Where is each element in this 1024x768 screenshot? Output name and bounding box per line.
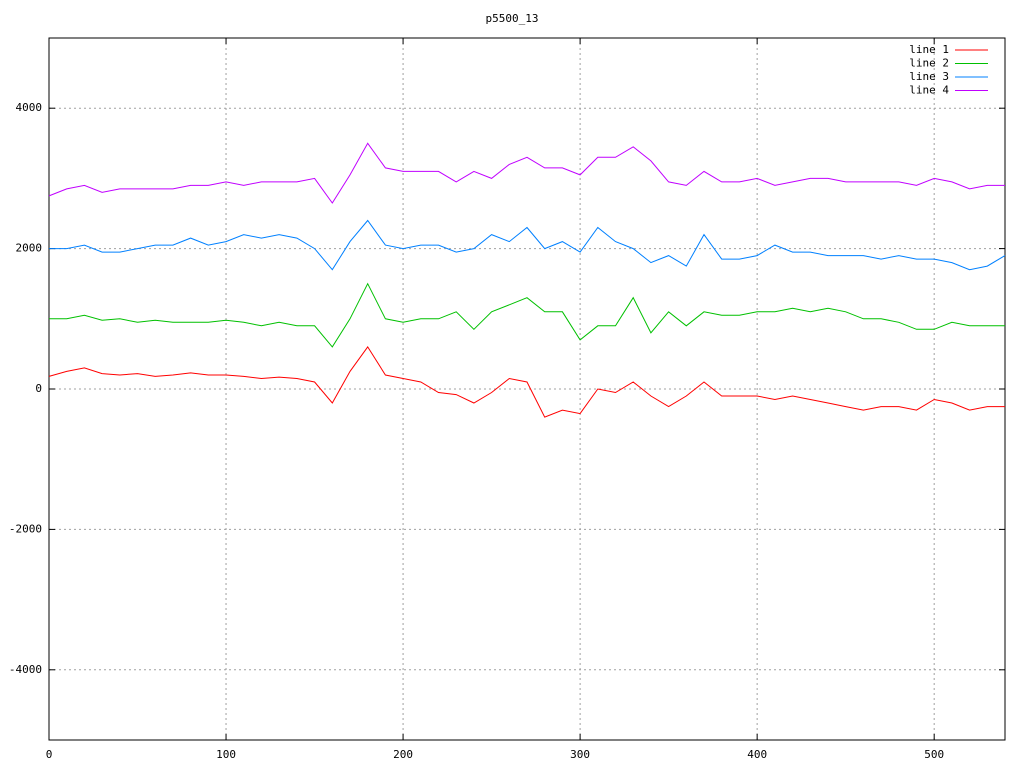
data-line [48,142,1005,204]
legend-label: line 1 [909,43,949,56]
y-tick-label: 2000 [16,242,43,255]
legend-label: line 3 [909,70,949,83]
x-tick-label: 300 [570,748,590,761]
legend-label: line 4 [909,84,949,97]
x-tick-label: 100 [216,748,236,761]
chart-title: p5500_13 [486,12,539,25]
y-tick-label: -2000 [9,522,42,535]
x-tick-label: 200 [393,748,413,761]
plot-border [48,37,1006,741]
x-tick-label: 400 [747,748,767,761]
x-tick-label: 0 [46,748,53,761]
y-tick-label: 4000 [16,101,43,114]
data-line [48,346,1005,418]
data-line [49,282,1005,348]
legend-label: line 2 [909,57,949,70]
data-line [49,219,1006,271]
y-tick-label: -4000 [9,663,42,676]
y-tick-label: 0 [35,382,42,395]
x-tick-label: 500 [924,748,944,761]
